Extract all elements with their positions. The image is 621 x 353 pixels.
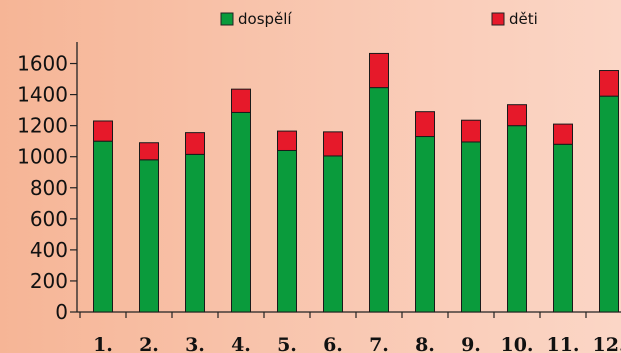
x-tick-label: 2. xyxy=(139,334,159,353)
x-tick-label: 7. xyxy=(369,334,389,353)
bar-segment-children xyxy=(277,130,297,151)
y-tick-label: 200 xyxy=(30,269,68,293)
bar-segment-adults xyxy=(507,125,527,313)
bar-segment-adults xyxy=(93,140,113,313)
bar-segment-children xyxy=(231,88,251,113)
x-tick-label: 11. xyxy=(546,334,579,353)
bar-segment-children xyxy=(369,52,389,89)
x-tick-label: 9. xyxy=(461,334,481,353)
bar-segment-children xyxy=(185,132,205,155)
bar-segment-adults xyxy=(553,143,573,313)
y-tick-label: 400 xyxy=(30,238,68,262)
x-tick-label: 4. xyxy=(231,334,251,353)
x-tick-label: 12. xyxy=(592,334,621,353)
axes xyxy=(70,42,621,318)
bar-segment-children xyxy=(599,70,619,97)
bar-segment-children xyxy=(323,131,343,157)
bar-segment-children xyxy=(415,111,435,138)
bar-segment-children xyxy=(461,119,481,143)
y-tick-label: 1000 xyxy=(17,145,68,169)
legend: dospělí děti xyxy=(220,10,538,28)
x-tick-label: 3. xyxy=(185,334,205,353)
x-tick-label: 10. xyxy=(500,334,533,353)
bars xyxy=(93,52,619,313)
bar-segment-children xyxy=(553,123,573,145)
legend-swatch-adults xyxy=(220,12,234,26)
y-tick-label: 1600 xyxy=(17,52,68,76)
bar-segment-adults xyxy=(461,141,481,313)
x-tick-labels: 1. 2. 3. 4. 5. 6. 7. 8. 9. 10. 11. 12. xyxy=(93,334,621,353)
bar-segment-adults xyxy=(185,153,205,313)
bar-segment-adults xyxy=(277,149,297,313)
y-tick-label: 0 xyxy=(55,300,68,324)
bar-segment-adults xyxy=(415,136,435,313)
bar-segment-children xyxy=(507,104,527,127)
bar-segment-children xyxy=(139,142,159,161)
y-tick-label: 600 xyxy=(30,207,68,231)
bar-segment-adults xyxy=(139,159,159,313)
legend-label-adults: dospělí xyxy=(238,10,292,28)
x-tick-label: 1. xyxy=(93,334,113,353)
bar-segment-adults xyxy=(599,95,619,313)
bar-segment-adults xyxy=(323,155,343,313)
bar-segment-children xyxy=(93,120,113,142)
legend-swatch-children xyxy=(491,12,505,26)
y-tick-label: 1400 xyxy=(17,83,68,107)
y-tick-label: 800 xyxy=(30,176,68,200)
bar-segment-adults xyxy=(231,111,251,313)
bar-segment-adults xyxy=(369,87,389,313)
x-tick-label: 5. xyxy=(277,334,297,353)
x-tick-label: 8. xyxy=(415,334,435,353)
y-tick-label: 1200 xyxy=(17,114,68,138)
x-tick-label: 6. xyxy=(323,334,343,353)
legend-label-children: děti xyxy=(509,10,538,28)
y-tick-labels: 0 200 400 600 800 1000 1200 1400 1600 xyxy=(17,52,68,324)
